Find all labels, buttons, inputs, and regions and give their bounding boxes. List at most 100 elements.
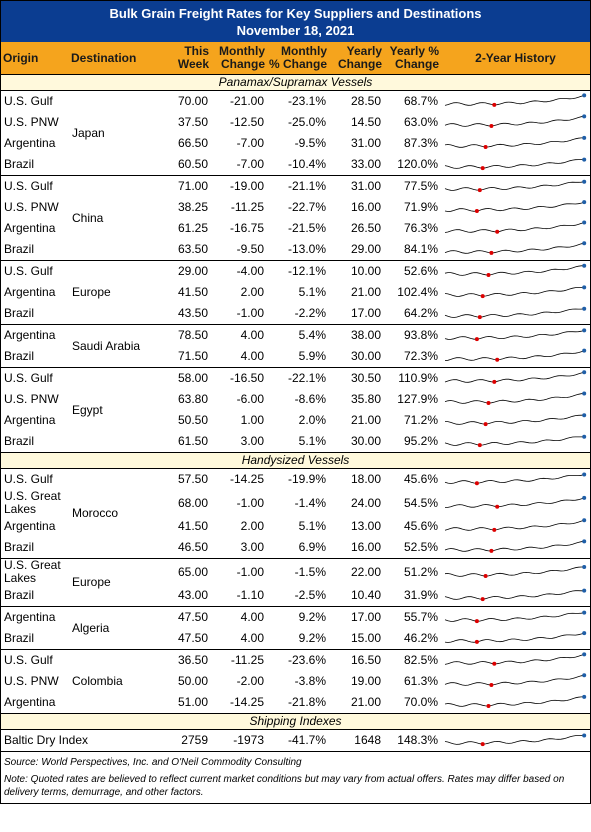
- column-header: 2-Year History: [441, 42, 590, 75]
- value: 51.00: [177, 695, 208, 709]
- sparkline-low: [483, 145, 488, 150]
- sparkline: [444, 135, 587, 150]
- value: 61.25: [177, 221, 208, 235]
- destination: Colombia: [72, 674, 123, 688]
- value: 14.50: [350, 115, 381, 129]
- value: 148.3%: [397, 733, 438, 747]
- sparkline-end: [582, 518, 587, 523]
- data-row: U.S. PNW 37.50 -12.50 -25.0% 14.50 63.0%: [1, 112, 590, 133]
- value: 87.3%: [403, 136, 438, 150]
- sparkline: [444, 472, 587, 486]
- value: 5.9%: [298, 349, 326, 363]
- sparkline-low: [486, 703, 491, 708]
- sparkline: [444, 518, 587, 532]
- value: 110.9%: [398, 371, 438, 385]
- destination: Japan: [72, 125, 105, 140]
- column-header: Monthly % Change: [267, 42, 329, 75]
- history: [441, 197, 590, 218]
- rates-table: Origin Destination This Week Monthly Change…: [1, 42, 590, 751]
- sparkline-low: [474, 337, 479, 342]
- sparkline-end: [582, 564, 587, 569]
- section-row: Panamax/Supramax Vessels: [1, 74, 590, 91]
- group: U.S. Gulf Morocco 57.50 -14.25 -19.9% 18.00 45…: [1, 469, 590, 559]
- value: 5.1%: [298, 434, 326, 448]
- value: 41.50: [177, 285, 208, 299]
- data-row: U.S. Gulf Europe 29.00 -4.00 -12.1% 10.00 52.6…: [1, 261, 590, 299]
- value: 36.50: [177, 653, 208, 667]
- origin: Argentina: [4, 695, 56, 709]
- value: -1.4%: [294, 495, 326, 510]
- value: -21.00: [229, 94, 264, 108]
- value: 95.2%: [403, 434, 438, 448]
- sparkline-line: [444, 735, 585, 745]
- value: -16.75: [229, 221, 264, 235]
- value: 16.00: [350, 200, 381, 214]
- value: 35.80: [350, 392, 381, 406]
- value: -3.8%: [294, 674, 326, 688]
- history: [441, 559, 590, 586]
- history: [441, 303, 590, 325]
- history: [441, 282, 590, 303]
- history: [441, 516, 590, 537]
- section-row: Handysized Vessels: [1, 452, 590, 469]
- value: -11.25: [230, 653, 264, 667]
- sparkline-low: [474, 209, 479, 214]
- data-row: U.S. Gulf Egypt 58.00 -16.50 -22.1% 30.50 110.…: [1, 368, 590, 416]
- sparkline: [444, 348, 587, 362]
- column-header: Yearly Change: [329, 42, 384, 75]
- value: 61.50: [177, 434, 208, 448]
- column-header: Monthly Change: [211, 42, 267, 75]
- value: 5.1%: [298, 285, 326, 299]
- destination: China: [72, 210, 104, 225]
- data-row: Argentina 50.50 1.00 2.0% 21.00 71.2%: [1, 410, 590, 431]
- data-row: U.S. PNW 50.00 -2.00 -3.8% 19.00 61.3%: [1, 671, 590, 692]
- sparkline-end: [582, 694, 587, 699]
- sparkline-line: [444, 115, 585, 127]
- sparkline-end: [582, 328, 587, 333]
- sparkline-low: [489, 123, 494, 128]
- data-row: Brazil 43.00 -1.10 -2.5% 10.40 31.9%: [1, 585, 590, 607]
- value: 10.40: [350, 588, 381, 602]
- history: [441, 607, 590, 629]
- sparkline-end: [582, 495, 587, 500]
- section: Shipping Indexes: [1, 713, 590, 730]
- sparkline-line: [444, 674, 585, 686]
- data-row: Argentina Saudi Arabia 78.50 4.00 5.4% 38.00 9…: [1, 325, 590, 352]
- column-header: Origin: [1, 42, 69, 75]
- value: 52.6%: [403, 264, 438, 278]
- sparkline-end: [582, 391, 587, 396]
- value: 60.50: [177, 157, 208, 171]
- origin: Brazil: [4, 588, 35, 602]
- sparkline-low: [474, 619, 479, 624]
- sparkline-end: [582, 135, 587, 140]
- sparkline-end: [582, 306, 587, 311]
- value: 71.9%: [403, 200, 438, 214]
- sparkline-low: [483, 573, 488, 578]
- sparkline: [444, 539, 587, 553]
- value: 71.2%: [403, 413, 438, 427]
- sparkline: [444, 200, 587, 214]
- data-row: Argentina 51.00 -14.25 -21.8% 21.00 70.0%: [1, 692, 590, 714]
- sparkline-end: [582, 539, 587, 544]
- value: -2.2%: [294, 306, 326, 320]
- data-row: U.S. PNW 63.80 -6.00 -8.6% 35.80 127.9%: [1, 389, 590, 410]
- value: 61.3%: [403, 674, 438, 688]
- value: -1.10: [236, 588, 264, 602]
- origin: Argentina: [4, 285, 56, 299]
- header-row: Origin Destination This Week Monthly Change…: [1, 42, 590, 75]
- value: 10.00: [350, 264, 381, 278]
- value: 28.50: [350, 94, 381, 108]
- sparkline-low: [477, 443, 482, 448]
- sparkline-line: [444, 308, 585, 318]
- data-row: U.S. Gulf China 71.00 -19.00 -21.1% 31.00 77.5…: [1, 176, 590, 224]
- sparkline-low: [489, 250, 494, 255]
- data-row: U.S. Gulf Morocco 57.50 -14.25 -19.9% 18.00 45…: [1, 469, 590, 520]
- group: U.S. Gulf Japan 70.00 -21.00 -23.1% 28.50 68.7…: [1, 91, 590, 176]
- sparkline-line: [444, 519, 585, 531]
- value: 1.00: [240, 413, 264, 427]
- history: [441, 176, 590, 198]
- value: 63.50: [177, 242, 208, 256]
- value: 82.5%: [403, 653, 438, 667]
- value: 45.6%: [403, 519, 438, 533]
- value: 29.00: [350, 242, 381, 256]
